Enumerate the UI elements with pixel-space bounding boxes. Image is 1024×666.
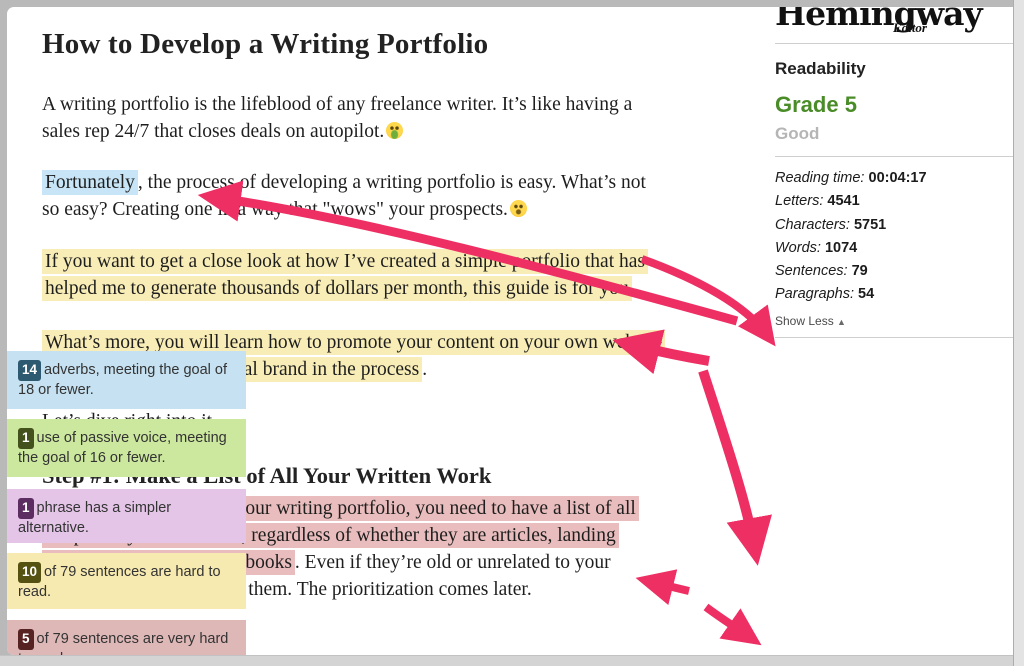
stat-label: Sentences: [775,263,848,280]
badge-simpler-alternative[interactable]: 1 phrase has a simpler alternative. [7,489,246,543]
grade-value: Grade 5 [775,92,857,117]
paragraph-text: . [631,278,637,299]
badge-adverbs[interactable]: 14 adverbs, meeting the goal of 18 or few… [7,351,246,409]
paragraph-text: . [422,359,428,380]
readability-sidebar: Hemingway Editor Readability Grade 5 Goo… [775,7,1013,338]
stat-words: Words: 1074 [775,237,1013,260]
badge-text: of 79 sentences are very hard to read. [18,631,229,655]
document-title: How to Develop a Writing Portfolio [42,28,489,60]
window-bottom-edge [0,655,1024,666]
show-less-toggle[interactable]: Show Less ▲ [775,314,1013,328]
badge-count: 5 [18,629,34,650]
stat-label: Characters: [775,216,850,233]
divider [775,336,1013,338]
badge-count: 1 [18,428,34,449]
stat-value: 1074 [824,239,858,256]
stat-label: Words: [775,239,821,256]
stat-label: Letters: [775,193,824,210]
badge-text: use of passive voice, meeting the goal o… [18,430,227,466]
stat-sentences: Sentences: 79 [775,260,1013,283]
badge-very-hard-sentences[interactable]: 5of 79 sentences are very hard to read. [7,620,246,655]
readability-heading: Readability [775,59,866,78]
money-mouth-emoji [386,122,404,139]
stat-value: 54 [858,286,875,303]
show-less-label: Show Less [775,313,834,328]
badge-text: of 79 sentences are hard to read. [18,564,221,600]
logo-wordmark: Hemingway [775,7,983,33]
hemingway-logo: Hemingway Editor [775,7,1013,39]
badge-passive-voice[interactable]: 1 use of passive voice, meeting the goal … [7,419,246,477]
divider [775,43,1013,44]
editor-page: How to Develop a Writing Portfolio A wri… [7,7,1013,655]
divider [775,156,1013,157]
paragraph-intro: A writing portfolio is the lifeblood of … [42,91,664,145]
stat-reading-time: Reading time: 00:04:17 [775,167,1013,190]
grade-quality-label: Good [775,124,820,143]
paragraph-text: A writing portfolio is the lifeblood of … [42,94,633,142]
stat-letters: Letters: 4541 [775,190,1013,213]
paragraph-fortunately: Fortunately, the process of developing a… [42,169,664,223]
stat-characters: Characters: 5751 [775,214,1013,237]
stat-value: 00:04:17 [868,170,927,186]
logo-editor-label: Editor [893,20,927,35]
stats-list: Reading time: 00:04:17 Letters: 4541 Cha… [775,167,1013,307]
stat-paragraphs: Paragraphs: 54 [775,283,1013,306]
badge-hard-sentences[interactable]: 10 of 79 sentences are hard to read. [7,553,246,609]
hard-sentence-highlight[interactable]: If you want to get a close look at how I… [42,249,648,301]
chevron-up-icon: ▲ [837,316,846,327]
stat-label: Paragraphs: [775,286,854,303]
stat-value: 4541 [827,193,860,210]
badge-count: 1 [18,498,34,519]
stat-value: 5751 [853,216,887,233]
adverb-highlight[interactable]: Fortunately [42,170,138,195]
badge-count: 14 [18,360,42,381]
stat-value: 79 [851,263,868,280]
surprised-emoji [509,200,527,217]
badge-text: adverbs, meeting the goal of 18 or fewer… [18,362,228,398]
window-right-edge [1013,0,1024,666]
paragraph-hard-sentence-1: If you want to get a close look at how I… [42,248,664,302]
badge-text: phrase has a simpler alternative. [18,500,172,536]
badge-count: 10 [18,562,42,583]
document-editor[interactable]: How to Develop a Writing Portfolio A wri… [42,25,666,603]
stat-label: Reading time: [775,170,865,186]
